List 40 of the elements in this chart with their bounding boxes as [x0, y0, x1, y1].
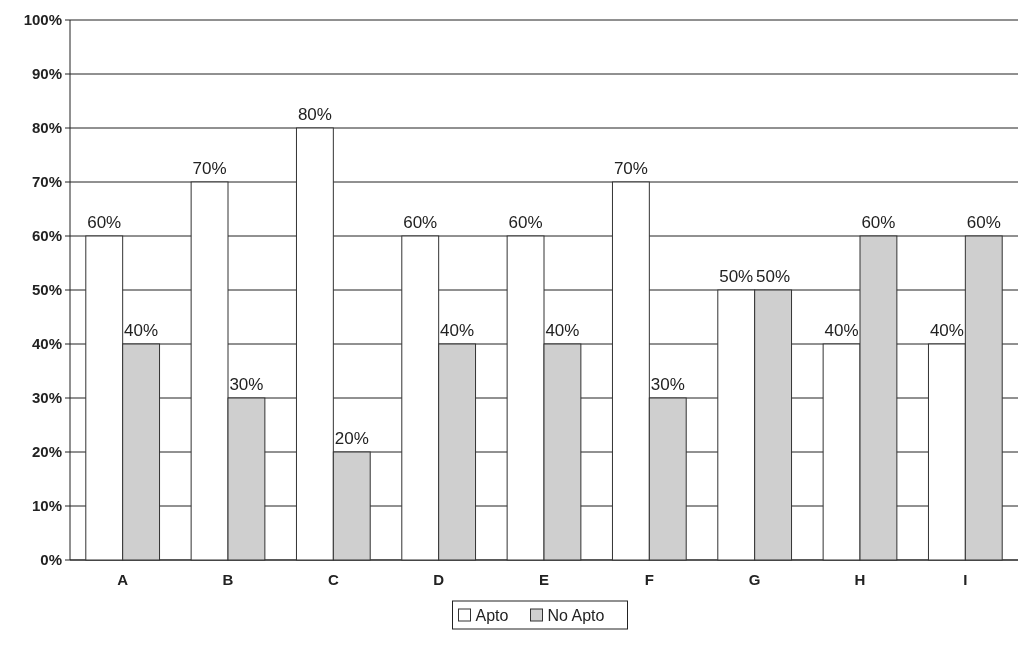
data-label: 60% [861, 213, 896, 232]
data-label: 30% [650, 375, 685, 394]
x-tick-label: D [433, 571, 445, 588]
y-tick-label: 20% [31, 443, 62, 461]
data-label: 20% [334, 429, 369, 448]
data-label: 60% [966, 213, 1001, 232]
x-tick-label: A [117, 571, 129, 588]
x-tick-label: C [327, 571, 339, 588]
data-label: 40% [440, 321, 475, 340]
data-label: 40% [124, 321, 159, 340]
y-tick-label: 10% [31, 497, 62, 515]
legend-label: Apto [475, 606, 509, 624]
data-label: 50% [756, 267, 791, 286]
y-tick-label: 50% [31, 281, 62, 299]
y-tick-label: 60% [31, 227, 62, 245]
data-label: 40% [929, 321, 964, 340]
x-tick-label: H [854, 571, 866, 588]
y-tick-label: 80% [31, 119, 62, 137]
data-label: 60% [508, 213, 543, 232]
x-tick-label: F [644, 571, 654, 588]
y-tick-label: 0% [40, 551, 62, 569]
data-label: 40% [824, 321, 859, 340]
data-label: 70% [192, 159, 227, 178]
legend-label: No Apto [547, 606, 605, 624]
data-label: 40% [545, 321, 580, 340]
y-tick-label: 100% [23, 11, 62, 29]
x-tick-label: G [748, 571, 761, 588]
data-label: 60% [87, 213, 122, 232]
data-label: 30% [229, 375, 264, 394]
y-tick-label: 90% [31, 65, 62, 83]
x-tick-label: E [538, 571, 550, 588]
data-label: 80% [297, 105, 332, 124]
x-tick-label: I [963, 571, 968, 588]
data-label: 50% [719, 267, 754, 286]
y-tick-label: 70% [31, 173, 62, 191]
data-label: 60% [403, 213, 438, 232]
x-tick-label: B [222, 571, 234, 588]
y-tick-label: 30% [31, 389, 62, 407]
data-label: 70% [613, 159, 648, 178]
y-tick-label: 40% [31, 335, 62, 353]
